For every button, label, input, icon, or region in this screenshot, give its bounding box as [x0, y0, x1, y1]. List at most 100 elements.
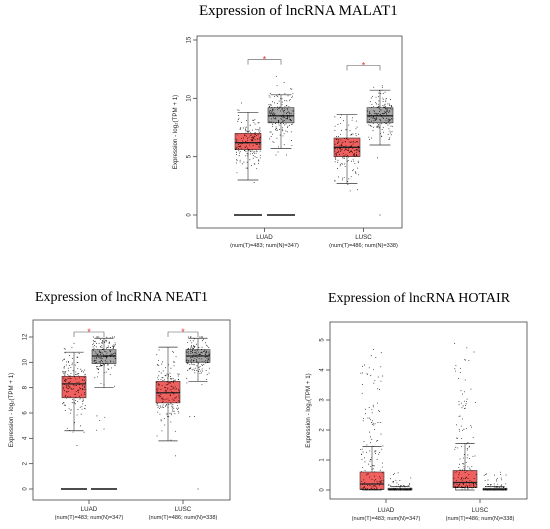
tumor-point: [255, 133, 256, 135]
normal-point: [113, 347, 114, 349]
tumor-point: [470, 484, 472, 486]
tumor-point: [460, 446, 462, 448]
tumor-point: [337, 124, 339, 125]
normal-point: [96, 354, 98, 356]
tumor-point: [258, 160, 260, 162]
normal-point: [280, 118, 282, 119]
tumor-point: [344, 141, 346, 143]
normal-point: [206, 374, 208, 376]
tumor-point: [249, 150, 251, 152]
tumor-point: [370, 487, 372, 489]
tumor-point: [84, 391, 86, 393]
normal-point: [272, 114, 274, 116]
normal-point: [94, 357, 96, 359]
normal-point: [391, 105, 393, 107]
normal-point: [368, 124, 370, 126]
normal-point: [196, 353, 198, 354]
tumor-point: [162, 377, 164, 379]
normal-point: [207, 362, 209, 364]
tumor-point: [348, 141, 350, 143]
normal-point: [106, 361, 108, 363]
tumor-point: [366, 373, 368, 375]
normal-point: [381, 89, 383, 91]
normal-point: [496, 485, 497, 487]
tumor-point: [362, 488, 364, 490]
tumor-point: [68, 375, 70, 377]
tumor-point: [367, 463, 369, 465]
normal-point: [107, 364, 109, 366]
normal-point: [384, 106, 386, 108]
tumor-point: [73, 388, 75, 390]
normal-point: [283, 117, 285, 118]
tumor-point: [164, 367, 166, 369]
tumor-point: [473, 486, 475, 488]
tumor-point: [237, 120, 239, 122]
tumor-point: [347, 156, 349, 158]
normal-point: [277, 120, 279, 121]
normal-point: [404, 485, 406, 487]
tumor-point: [361, 392, 363, 394]
normal-point: [499, 489, 501, 491]
normal-point: [368, 113, 370, 115]
tumor-point: [334, 143, 336, 145]
normal-point: [390, 107, 391, 109]
tumor-point: [354, 155, 356, 157]
tumor-point: [76, 445, 78, 446]
tumor-point: [362, 372, 363, 374]
tumor-point: [363, 418, 364, 419]
normal-point: [205, 370, 207, 372]
tumor-point: [160, 388, 162, 390]
tumor-point: [71, 402, 73, 404]
normal-point: [505, 488, 507, 490]
normal-point: [190, 344, 192, 346]
normal-point: [292, 110, 294, 112]
normal-point: [94, 341, 96, 342]
normal-point: [490, 484, 492, 486]
tumor-point: [464, 472, 466, 473]
y-tick-label: 15: [187, 36, 193, 43]
tumor-point: [465, 484, 467, 486]
normal-point: [377, 126, 379, 128]
tumor-point: [475, 483, 477, 485]
normal-point: [93, 342, 95, 344]
y-axis-label: Expression - log₂(TPM + 1): [305, 373, 312, 447]
tumor-point: [169, 402, 171, 404]
tumor-point: [244, 127, 246, 129]
normal-point: [500, 484, 502, 486]
tumor-point: [170, 378, 172, 380]
normal-point: [98, 356, 99, 358]
tumor-point: [381, 488, 383, 490]
tumor-point: [458, 415, 460, 417]
tumor-point: [454, 342, 456, 344]
normal-point: [386, 109, 388, 111]
normal-point: [280, 116, 282, 117]
normal-point: [484, 486, 486, 488]
tumor-point: [65, 395, 67, 397]
normal-point: [193, 363, 195, 365]
normal-point: [382, 92, 384, 94]
tumor-point: [348, 147, 350, 149]
normal-point: [268, 110, 270, 112]
normal-point: [271, 111, 273, 113]
normal-point: [195, 354, 197, 356]
normal-point: [494, 474, 495, 476]
tumor-point: [459, 483, 461, 485]
tumor-point: [458, 428, 460, 430]
tumor-point: [83, 431, 85, 433]
tumor-point: [259, 127, 261, 129]
tumor-point: [170, 385, 172, 387]
tumor-point: [74, 373, 76, 375]
tumor-point: [175, 356, 177, 358]
tumor-point: [356, 141, 358, 142]
normal-point: [376, 117, 378, 119]
tumor-point: [169, 395, 171, 397]
tumor-point: [363, 485, 365, 487]
tumor-point: [237, 144, 239, 146]
normal-point: [187, 349, 189, 351]
tumor-point: [357, 149, 359, 151]
normal-point: [384, 91, 386, 93]
tumor-point: [238, 148, 240, 150]
normal-point: [269, 96, 271, 98]
tumor-point: [71, 357, 73, 359]
normal-point: [113, 361, 115, 363]
